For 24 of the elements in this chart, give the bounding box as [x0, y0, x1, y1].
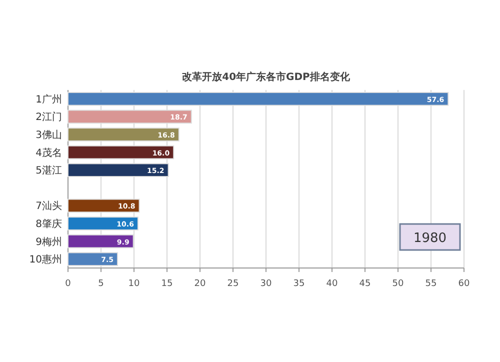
x-tick-label: 55 [425, 279, 437, 289]
x-tick-label: 20 [194, 279, 206, 289]
x-tick-label: 15 [161, 279, 173, 289]
x-tick-label: 0 [65, 279, 72, 289]
x-tick-label: 50 [392, 279, 404, 289]
x-tick-label: 45 [359, 279, 371, 289]
y-tick-label: 5湛江 [36, 164, 62, 177]
x-tick-label: 60 [458, 279, 470, 289]
y-tick-label: 4茂名 [36, 146, 62, 159]
chart-title: 改革开放40年广东各市GDP排名变化 [182, 71, 351, 83]
x-tick-label: 5 [98, 279, 104, 289]
y-tick-label: 10惠州 [29, 254, 62, 266]
x-tick-label: 10 [128, 279, 140, 289]
x-tick-label: 30 [260, 279, 272, 289]
x-tick-label: 35 [293, 279, 305, 289]
y-tick-label: 1广州 [36, 93, 62, 106]
y-tick-label: 9梅州 [36, 236, 62, 248]
x-tick-label: 40 [326, 279, 338, 289]
y-tick-label: 8肇庆 [36, 218, 62, 230]
x-tick-label: 25 [227, 279, 239, 289]
y-tick-label: 2江门 [36, 111, 62, 124]
annotation: 1980 [413, 231, 447, 246]
y-tick-label: 7汕头 [36, 200, 62, 212]
y-tick-label: 3佛山 [36, 129, 62, 141]
